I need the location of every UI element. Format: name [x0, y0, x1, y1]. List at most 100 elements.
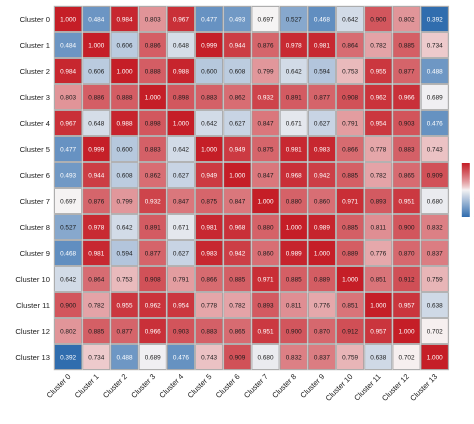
col-tick-label: Cluster 6: [214, 372, 242, 400]
cell-value-label: 0.866: [201, 277, 217, 284]
row-tick-label: Cluster 10: [15, 275, 50, 284]
cell-value-label: 0.876: [258, 43, 274, 50]
cell-value-label: 0.627: [229, 121, 245, 128]
cell-value-label: 0.642: [60, 277, 76, 284]
cell-value-label: 0.608: [117, 173, 133, 180]
row-tick-label: Cluster 6: [20, 171, 50, 180]
cell-value-label: 0.876: [88, 199, 104, 206]
cell-value-label: 1.000: [427, 355, 443, 362]
cell-value-label: 0.791: [342, 121, 358, 128]
cell-value-label: 0.912: [399, 277, 415, 284]
cell-value-label: 0.671: [173, 225, 189, 232]
cell-value-label: 0.971: [258, 277, 274, 284]
row-tick-label: Cluster 11: [16, 301, 50, 310]
col-tick-label: Cluster 10: [324, 372, 355, 403]
cell-value-label: 0.862: [145, 173, 161, 180]
cell-value-label: 0.886: [88, 95, 104, 102]
cell-value-label: 0.885: [342, 173, 358, 180]
cell-value-label: 1.000: [399, 329, 415, 336]
cell-value-label: 0.392: [60, 355, 76, 362]
col-tick-label: Cluster 1: [73, 372, 101, 400]
cell-value-label: 0.875: [258, 147, 274, 154]
cell-value-label: 1.000: [117, 69, 133, 76]
col-tick-label: Cluster 5: [186, 372, 214, 400]
cell-value-label: 0.949: [201, 173, 217, 180]
cell-value-label: 0.864: [342, 43, 358, 50]
cell-value-label: 1.000: [314, 251, 330, 258]
cell-value-label: 0.642: [286, 69, 302, 76]
cell-value-label: 0.883: [399, 147, 415, 154]
cell-value-label: 0.900: [399, 225, 415, 232]
legend-colorbar: [462, 163, 470, 217]
row-tick-label: Cluster 0: [20, 15, 50, 24]
cell-value-label: 0.870: [314, 329, 330, 336]
cell-value-label: 0.877: [117, 329, 133, 336]
cell-value-label: 0.799: [117, 199, 133, 206]
cell-value-label: 0.966: [399, 95, 415, 102]
cell-value-label: 0.702: [399, 355, 415, 362]
cell-value-label: 0.883: [145, 147, 161, 154]
cell-value-label: 0.606: [88, 69, 104, 76]
cell-value-label: 0.802: [60, 329, 76, 336]
cell-value-label: 0.476: [173, 355, 189, 362]
cell-value-label: 0.832: [286, 355, 302, 362]
cell-value-label: 0.893: [258, 303, 274, 310]
cell-value-label: 0.697: [60, 199, 76, 206]
cell-value-label: 0.527: [60, 225, 76, 232]
row-tick-label: Cluster 9: [20, 249, 50, 258]
row-tick-label: Cluster 4: [20, 119, 50, 128]
col-tick-label: Cluster 13: [408, 372, 439, 403]
cell-value-label: 0.866: [342, 147, 358, 154]
cell-value-label: 0.875: [201, 199, 217, 206]
cell-value-label: 0.638: [370, 355, 386, 362]
col-tick-label: Cluster 11: [352, 372, 382, 402]
cell-value-label: 0.782: [370, 173, 386, 180]
cell-value-label: 0.608: [229, 69, 245, 76]
cell-value-label: 0.942: [229, 251, 245, 258]
cell-value-label: 0.909: [229, 355, 245, 362]
cell-value-label: 0.680: [258, 355, 274, 362]
cell-value-label: 0.957: [370, 329, 386, 336]
cell-value-label: 0.889: [342, 251, 358, 258]
col-tick-label: Cluster 3: [129, 372, 157, 400]
cell-value-label: 0.883: [201, 95, 217, 102]
cell-value-label: 0.484: [60, 43, 76, 50]
cell-value-label: 0.891: [286, 95, 302, 102]
cell-value-label: 0.847: [258, 173, 274, 180]
cell-value-label: 0.955: [370, 69, 386, 76]
cell-value-label: 0.885: [229, 277, 245, 284]
cell-value-label: 0.877: [145, 251, 161, 258]
cell-value-label: 1.000: [145, 95, 161, 102]
cell-value-label: 0.860: [258, 251, 274, 258]
cell-value-label: 0.900: [370, 17, 386, 24]
row-tick-label: Cluster 5: [20, 145, 50, 154]
cell-value-label: 0.484: [88, 17, 104, 24]
cell-value-label: 0.968: [229, 225, 245, 232]
cell-value-label: 0.900: [60, 303, 76, 310]
cell-value-label: 0.898: [173, 95, 189, 102]
cell-value-label: 0.851: [370, 277, 386, 284]
cell-value-label: 0.909: [427, 173, 443, 180]
cell-value-label: 0.702: [427, 329, 443, 336]
cell-value-label: 0.889: [314, 277, 330, 284]
cell-value-label: 0.734: [427, 43, 443, 50]
cell-value-label: 0.847: [173, 199, 189, 206]
cell-value-label: 0.968: [286, 173, 302, 180]
cell-value-label: 0.885: [88, 329, 104, 336]
cell-value-label: 0.989: [286, 251, 302, 258]
cell-value-label: 0.954: [370, 121, 386, 128]
cell-value-label: 0.648: [173, 43, 189, 50]
col-tick-label: Cluster 8: [270, 372, 298, 400]
cell-value-label: 0.860: [314, 199, 330, 206]
cell-value-label: 1.000: [342, 277, 358, 284]
col-tick-label: Cluster 9: [298, 372, 326, 400]
cell-value-label: 0.759: [342, 355, 358, 362]
cell-value-label: 0.689: [427, 95, 443, 102]
cell-value-label: 0.951: [258, 329, 274, 336]
cell-value-label: 0.864: [88, 277, 104, 284]
cell-value-label: 0.903: [399, 121, 415, 128]
cell-value-label: 0.870: [399, 251, 415, 258]
cell-value-label: 0.880: [286, 199, 302, 206]
cell-value-label: 0.802: [399, 17, 415, 24]
